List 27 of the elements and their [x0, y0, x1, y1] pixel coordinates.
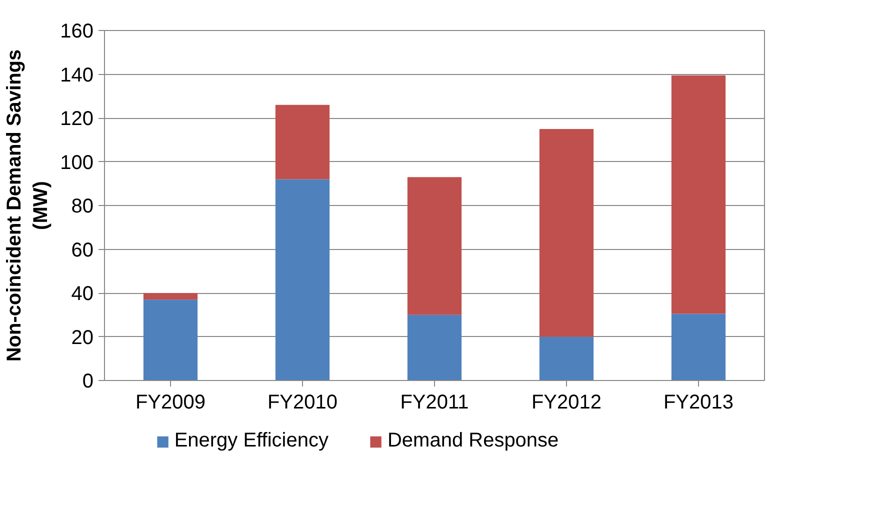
bar	[539, 336, 594, 380]
legend-label: Energy Efficiency	[174, 430, 328, 452]
y-tick-label: 20	[71, 326, 94, 349]
x-tick-label: FY2009	[135, 392, 206, 414]
legend-label: Demand Response	[387, 430, 559, 452]
x-tick-label: FY2013	[663, 392, 734, 414]
y-tick-label: 80	[71, 196, 94, 218]
y-tick-label: 140	[60, 64, 94, 86]
bar	[671, 314, 726, 380]
bar	[407, 314, 462, 380]
x-tick-label: FY2012	[531, 392, 602, 414]
y-tick-label: 160	[60, 20, 94, 42]
y-tick-label: 60	[71, 239, 94, 262]
bar	[275, 179, 330, 380]
x-tick-label: FY2010	[267, 392, 338, 414]
bar	[671, 75, 726, 314]
bar	[143, 293, 198, 300]
bar	[143, 300, 198, 380]
x-tick-label: FY2011	[400, 392, 469, 414]
y-tick-label: 40	[71, 283, 94, 305]
y-tick-label: 0	[82, 370, 94, 392]
y-tick-label: 120	[60, 108, 94, 130]
bar	[407, 177, 462, 315]
bar	[539, 128, 594, 337]
bar	[275, 104, 330, 180]
y-tick-label: 100	[60, 152, 94, 174]
y-axis-title: Non-coincident Demand Savings (MW)	[4, 49, 52, 362]
